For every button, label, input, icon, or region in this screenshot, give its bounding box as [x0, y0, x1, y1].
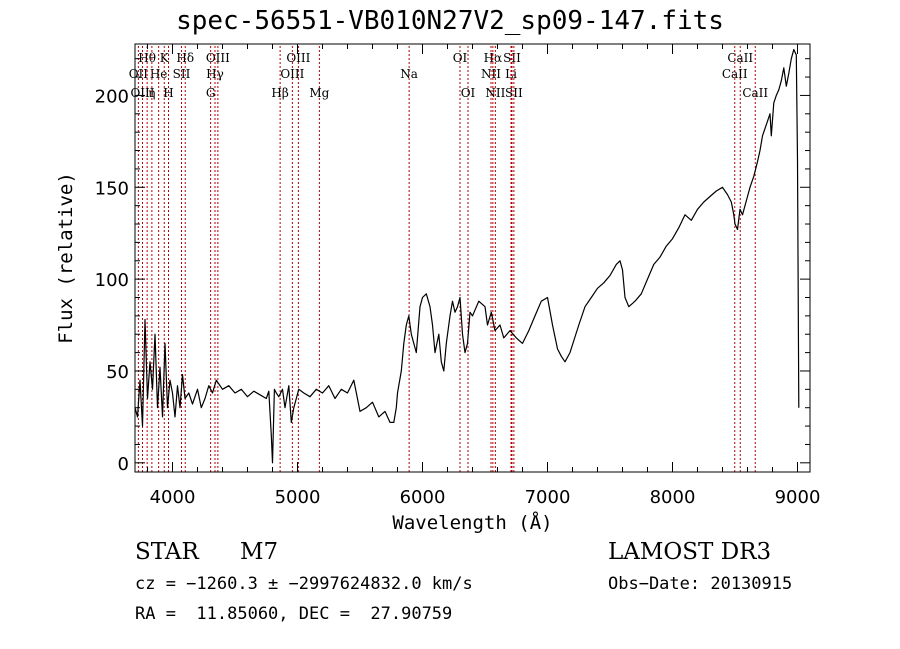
line-label-9: OII — [129, 67, 149, 81]
line-label-11: SII — [173, 67, 191, 81]
observation-date: Obs−Date: 20130915 — [608, 574, 793, 594]
line-label-1: K — [160, 51, 170, 65]
x-tick-label-1: 5000 — [275, 487, 321, 508]
y-tick-label-3: 150 — [95, 178, 129, 199]
line-label-16: Li — [505, 67, 517, 81]
line-label-20: H — [163, 86, 173, 100]
line-label-2: Hδ — [176, 51, 194, 65]
y-tick-label-4: 200 — [95, 86, 129, 107]
line-label-7: SII — [503, 51, 521, 65]
line-label-14: Na — [400, 67, 418, 81]
y-tick-label-2: 100 — [95, 270, 129, 291]
line-label-26: SII — [505, 86, 523, 100]
coordinates-readout: RA = 11.85060, DEC = 27.90759 — [135, 604, 453, 624]
chart-title: spec-56551-VB010N27V2_sp09-147.fits — [176, 6, 724, 36]
line-label-22: Hβ — [271, 86, 288, 100]
plot-frame — [134, 43, 811, 473]
line-label-3: OIII — [206, 51, 230, 65]
line-label-19: η — [148, 86, 155, 100]
line-label-24: OI — [461, 86, 476, 100]
line-label-8: CaII — [727, 51, 753, 65]
x-tick-label-0: 4000 — [150, 487, 196, 508]
line-label-0: Hθ — [138, 51, 156, 65]
line-label-27: CaII — [742, 86, 768, 100]
line-label-12: Hγ — [206, 67, 224, 81]
x-axis-label: Wavelength (Å) — [392, 511, 552, 534]
line-label-6: Hα — [484, 51, 503, 65]
line-label-25: NII — [485, 86, 505, 100]
line-label-13: OIII — [280, 67, 304, 81]
line-label-15: NII — [481, 67, 501, 81]
redshift-readout: cz = −1260.3 ± −2997624832.0 km/s — [135, 574, 473, 594]
y-tick-label-0: 0 — [118, 454, 129, 475]
x-tick-label-2: 6000 — [400, 487, 446, 508]
line-label-17: CaII — [722, 67, 748, 81]
object-subclass: M7 — [240, 539, 279, 565]
line-label-4: OIII — [286, 51, 310, 65]
line-label-23: Mg — [309, 86, 329, 100]
x-tick-label-4: 8000 — [650, 487, 696, 508]
line-label-10: He — [150, 67, 168, 81]
line-label-5: OI — [453, 51, 468, 65]
spectrum-line — [134, 48, 800, 464]
object-class: STAR — [135, 539, 199, 565]
y-tick-label-1: 50 — [106, 362, 129, 383]
x-tick-label-3: 7000 — [525, 487, 571, 508]
y-axis-label: Flux (relative) — [55, 172, 77, 344]
survey-name: LAMOST DR3 — [608, 539, 772, 565]
line-label-21: G — [206, 86, 216, 100]
line-label-18: OIII — [130, 86, 154, 100]
x-tick-label-5: 9000 — [775, 487, 821, 508]
